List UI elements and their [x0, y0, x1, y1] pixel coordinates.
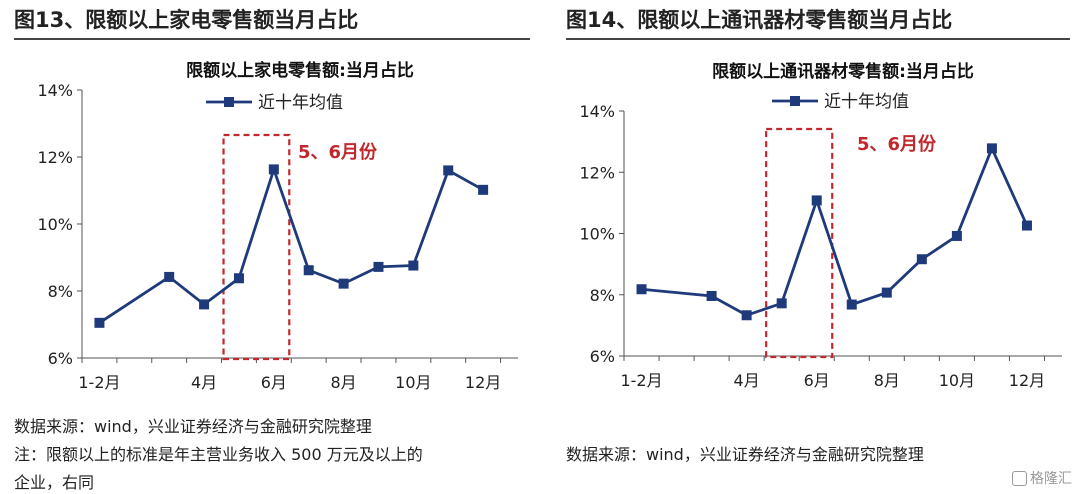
data-point — [742, 310, 752, 320]
y-tick-label: 10% — [579, 225, 615, 244]
y-tick-label: 14% — [37, 81, 73, 100]
annotation-label: 5、6月份 — [857, 133, 937, 155]
y-tick-label: 6% — [590, 347, 615, 366]
data-point — [847, 300, 857, 310]
data-point — [882, 288, 892, 298]
y-tick-label: 12% — [579, 163, 615, 182]
highlight-box — [224, 135, 290, 359]
x-tick-label: 10月 — [395, 373, 431, 392]
figure-14-title-rule — [566, 38, 1070, 40]
x-tick-label: 1-2月 — [620, 371, 662, 390]
data-point — [94, 318, 104, 328]
legend-label: 近十年均值 — [258, 93, 343, 113]
x-tick-label: 4月 — [191, 373, 217, 392]
watermark-text: 格隆汇 — [1030, 468, 1072, 488]
chart-title: 限额以上家电零售额:当月占比 — [186, 60, 414, 81]
data-point — [408, 261, 418, 271]
x-tick-label: 6月 — [804, 371, 830, 390]
series-line — [99, 169, 483, 322]
data-point — [812, 195, 822, 205]
data-point — [952, 231, 962, 241]
data-point — [269, 164, 279, 174]
figure-14-source: 数据来源：wind，兴业证券经济与金融研究院整理 — [566, 441, 924, 465]
data-point — [917, 254, 927, 264]
data-point — [478, 185, 488, 195]
data-point — [304, 265, 314, 275]
data-point — [707, 291, 717, 301]
x-tick-label: 1-2月 — [78, 373, 120, 392]
x-tick-label: 4月 — [734, 371, 760, 390]
figure-13-note-line2: 企业，右同 — [14, 469, 94, 493]
watermark: 格隆汇 — [1012, 468, 1072, 488]
x-tick-label: 10月 — [939, 371, 975, 390]
data-point — [777, 298, 787, 308]
y-tick-label: 10% — [37, 215, 73, 234]
y-tick-label: 8% — [590, 286, 615, 305]
y-tick-label: 12% — [37, 148, 73, 167]
y-tick-label: 8% — [48, 282, 73, 301]
figure-14-title: 图14、限额以上通讯器材零售额当月占比 — [566, 4, 952, 34]
figure-13-chart: 限额以上家电零售额:当月占比 6% 8% 10% 12% 14% 1-2月 4月 6月 8月 10月… — [10, 44, 530, 404]
figure-13-title-rule — [14, 38, 530, 40]
data-point — [339, 279, 349, 289]
x-tick-label: 8月 — [874, 371, 900, 390]
series-line — [642, 148, 1027, 315]
figure-14-chart: 限额以上通讯器材零售额:当月占比 6% 8% 10% 12% 14% 1-2月 4月 6月 8月 1… — [562, 44, 1072, 404]
legend-marker — [224, 97, 234, 107]
figure-13-note-line1: 注：限额以上的标准是年主营业务收入 500 万元及以上的 — [14, 441, 423, 465]
data-point — [373, 262, 383, 272]
highlight-box — [766, 129, 832, 357]
data-point — [199, 299, 209, 309]
watermark-logo-icon — [1012, 471, 1027, 486]
data-point — [637, 284, 647, 294]
x-tick-label: 12月 — [1009, 371, 1045, 390]
data-point — [164, 272, 174, 282]
legend-label: 近十年均值 — [824, 92, 909, 112]
x-tick-label: 6月 — [261, 373, 287, 392]
legend-marker — [790, 96, 800, 106]
data-point — [1022, 221, 1032, 231]
y-tick-label: 6% — [48, 349, 73, 368]
chart-title: 限额以上通讯器材零售额:当月占比 — [712, 61, 974, 82]
x-tick-label: 12月 — [465, 373, 501, 392]
figure-13-source: 数据来源：wind，兴业证券经济与金融研究院整理 — [14, 413, 372, 437]
y-tick-label: 14% — [579, 102, 615, 121]
data-point — [987, 143, 997, 153]
data-point — [443, 165, 453, 175]
annotation-label: 5、6月份 — [298, 141, 378, 163]
data-point — [234, 273, 244, 283]
x-tick-label: 8月 — [331, 373, 357, 392]
figure-13-title: 图13、限额以上家电零售额当月占比 — [14, 4, 358, 34]
